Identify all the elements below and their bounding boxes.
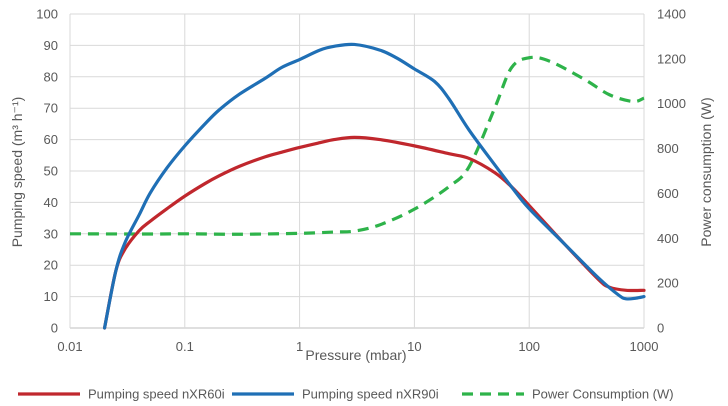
x-axis-title: Pressure (mbar) — [305, 347, 406, 363]
left-tick-label: 40 — [44, 195, 58, 210]
left-axis-title: Pumping speed (m³ h⁻¹) — [9, 97, 25, 248]
x-axis: 0.01 0.1 1 10 100 1000 — [57, 339, 658, 354]
x-tick-label: 0.1 — [176, 339, 194, 354]
left-tick-label: 20 — [44, 258, 58, 273]
legend: Pumping speed nXR60i Pumping speed nXR90i… — [18, 387, 674, 402]
left-tick-label: 70 — [44, 101, 58, 116]
right-tick-label: 600 — [657, 186, 679, 201]
right-axis: 0 200 400 600 800 1000 1200 1400 — [657, 7, 686, 336]
left-tick-label: 90 — [44, 38, 58, 53]
series-line-3 — [69, 55, 645, 236]
right-tick-label: 1400 — [657, 7, 686, 22]
right-tick-label: 1200 — [657, 51, 686, 66]
x-tick-label: 0.01 — [57, 339, 82, 354]
x-tick-label: 100 — [518, 339, 540, 354]
grid-lines — [69, 13, 645, 329]
right-tick-label: 0 — [657, 321, 664, 336]
x-tick-label: 1000 — [630, 339, 659, 354]
right-tick-label: 800 — [657, 141, 679, 156]
left-tick-label: 80 — [44, 69, 58, 84]
right-tick-label: 1000 — [657, 96, 686, 111]
left-axis: 0 10 20 30 40 50 60 70 80 90 100 — [36, 7, 58, 336]
right-axis-title: Power consumption (W) — [698, 97, 714, 246]
left-tick-label: 100 — [36, 7, 58, 22]
right-tick-label: 200 — [657, 276, 679, 291]
plot-series — [69, 42, 646, 330]
legend-label-1: Pumping speed nXR60i — [88, 387, 225, 402]
legend-label-3: Power Consumption (W) — [532, 387, 674, 402]
right-tick-label: 400 — [657, 231, 679, 246]
left-tick-label: 50 — [44, 164, 58, 179]
left-tick-label: 30 — [44, 226, 58, 241]
legend-label-2: Pumping speed nXR90i — [302, 387, 439, 402]
left-tick-label: 10 — [44, 289, 58, 304]
left-tick-label: 60 — [44, 132, 58, 147]
x-tick-label: 10 — [407, 339, 421, 354]
x-tick-label: 1 — [296, 339, 303, 354]
series-line-2 — [102, 42, 646, 330]
left-tick-label: 0 — [51, 321, 58, 336]
